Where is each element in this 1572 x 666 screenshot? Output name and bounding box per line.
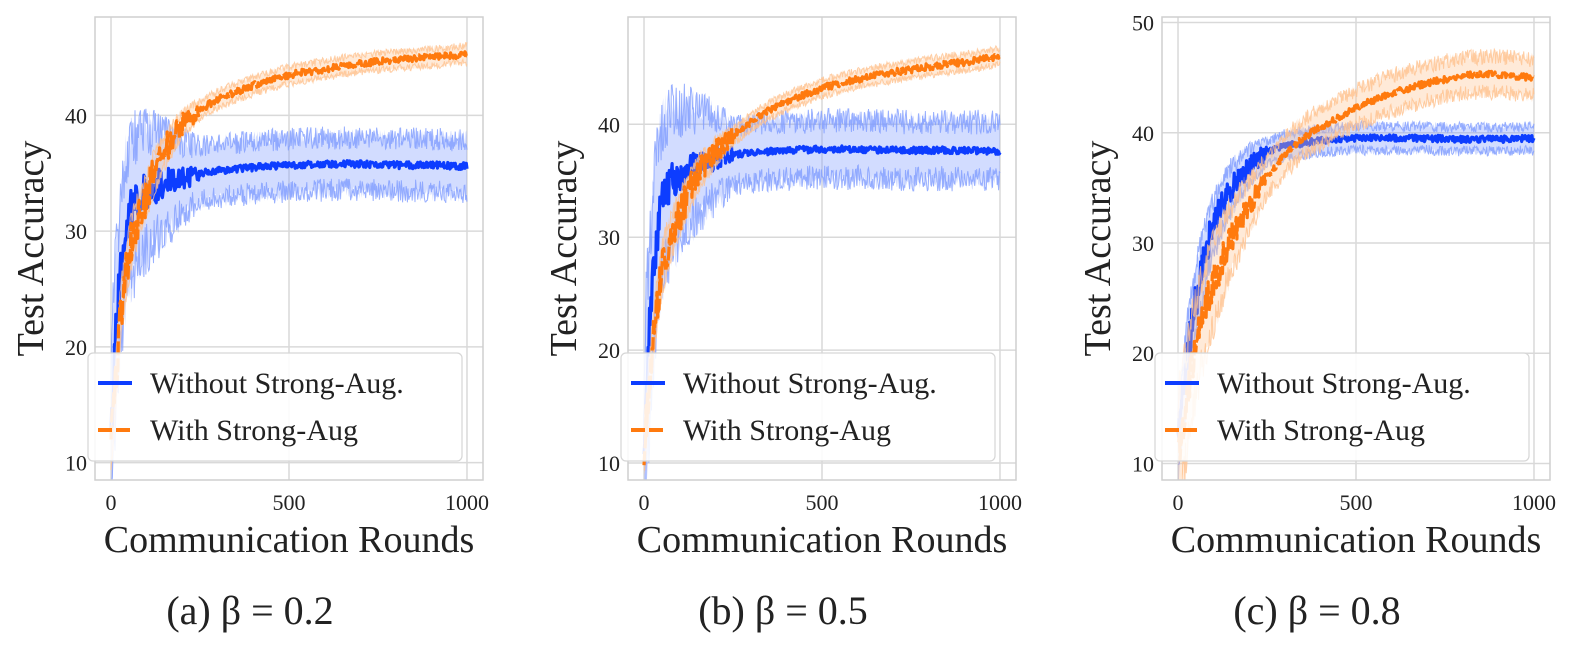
y-tick-label: 30 [1132,231,1154,256]
x-tick-label: 500 [273,490,306,515]
axes-frame [1161,16,1551,481]
x-tick-label: 0 [106,490,117,515]
y-tick-label: 40 [65,103,87,128]
y-tick-label: 40 [598,112,620,137]
axes-frame [94,16,484,481]
panel-caption-1: (a) β = 0.2 [166,588,333,633]
with-strong-aug-trace [643,60,1001,472]
without-strong-aug-trace [643,83,1001,383]
panel-caption-2: (b) β = 0.5 [698,588,868,633]
with-strong-aug-line [109,50,468,440]
with-strong-aug-line [642,52,1001,466]
y-axis-label: Test Accuracy [10,141,52,357]
chart-panel-2: 0 500 1000 10 20 30 40 Communication Rounds Test… [543,16,1022,561]
x-tick-label: 1000 [978,490,1022,515]
x-axis-label: Communication Rounds [104,519,475,561]
with-strong-aug-trace [110,42,468,433]
without-strong-aug-legend-label: Without Strong-Aug. [1217,367,1471,400]
with-strong-aug-trace [1181,84,1535,480]
legend: Without Strong-Aug. With Strong-Aug [87,352,463,462]
y-tick-label: 50 [1132,11,1154,36]
x-tick-label: 1000 [1512,490,1556,515]
y-tick-label: 10 [1132,451,1154,476]
legend: Without Strong-Aug. With Strong-Aug [1154,352,1530,462]
without-strong-aug-line [109,159,469,429]
y-tick-label: 20 [65,335,87,360]
legend-box [620,352,996,462]
chart-panel-1: 0 500 1000 10 20 30 40 Communication Rounds Test… [10,16,489,561]
y-tick-label: 30 [65,219,87,244]
x-tick-label: 500 [806,490,839,515]
without-strong-aug-band [644,88,1000,480]
plot-area [109,42,469,480]
plot-area [642,44,1002,480]
legend: Without Strong-Aug. With Strong-Aug [620,352,996,462]
panel-caption-3: (c) β = 0.8 [1233,588,1400,633]
y-tick-label: 20 [1132,341,1154,366]
with-strong-aug-line [1176,69,1535,462]
x-tick-label: 0 [1173,490,1184,515]
with-strong-aug-trace [110,57,468,470]
with-strong-aug-trace [1177,47,1535,419]
plot-area [1176,47,1536,480]
without-strong-aug-trace [111,178,468,480]
x-tick-label: 500 [1340,490,1373,515]
without-strong-aug-trace [645,164,1001,480]
chart-panel-3: 0 500 1000 10 20 30 40 50 Communication Rounds Te… [1077,11,1556,561]
y-axis-label: Test Accuracy [543,141,585,357]
y-tick-label: 40 [1132,121,1154,146]
with-strong-aug-trace [643,44,1001,435]
legend-box [1154,352,1530,462]
x-axis-label: Communication Rounds [637,519,1008,561]
without-strong-aug-legend-label: Without Strong-Aug. [683,367,937,400]
y-tick-label: 10 [598,451,620,476]
x-axis-label: Communication Rounds [1171,519,1542,561]
without-strong-aug-legend-label: Without Strong-Aug. [150,367,404,400]
x-tick-label: 0 [639,490,650,515]
y-tick-label: 30 [598,225,620,250]
legend-box [87,352,463,462]
with-strong-aug-legend-label: With Strong-Aug [683,414,891,447]
y-tick-label: 10 [65,451,87,476]
with-strong-aug-legend-label: With Strong-Aug [1217,414,1425,447]
with-strong-aug-legend-label: With Strong-Aug [150,414,358,447]
y-tick-label: 20 [598,338,620,363]
y-axis-label: Test Accuracy [1077,141,1119,357]
x-tick-label: 1000 [445,490,489,515]
axes-frame [627,16,1017,481]
without-strong-aug-line [1176,133,1536,439]
